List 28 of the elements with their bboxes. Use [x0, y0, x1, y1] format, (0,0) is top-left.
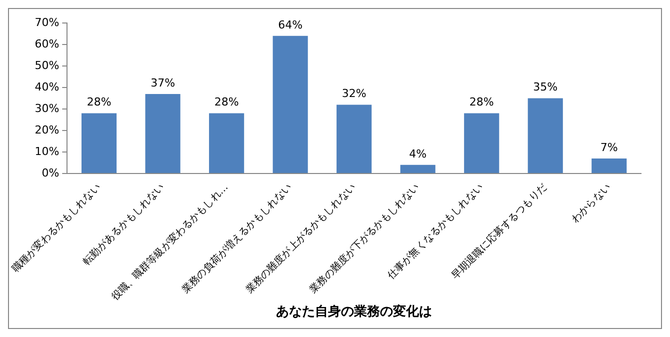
bar	[592, 158, 627, 173]
y-tick-label: 10%	[34, 144, 60, 158]
data-label: 28%	[86, 96, 112, 109]
y-tick-label: 60%	[34, 37, 60, 50]
y-tick-label: 0%	[42, 166, 60, 180]
data-label: 28%	[214, 96, 239, 109]
bar	[400, 164, 436, 173]
bar	[528, 98, 563, 173]
bar	[145, 94, 180, 173]
y-tick-label: 20%	[34, 123, 60, 136]
data-label: 35%	[533, 80, 558, 94]
bar	[209, 113, 244, 173]
data-label: 7%	[600, 140, 618, 154]
x-axis-title: あなた自身の業務の変化は	[276, 304, 432, 320]
data-label: 4%	[409, 147, 427, 160]
data-label: 32%	[342, 87, 366, 100]
bar	[336, 104, 372, 173]
data-label: 37%	[150, 76, 176, 90]
data-label: 28%	[469, 96, 494, 109]
x-tick-label: わからない	[570, 182, 614, 226]
bar	[464, 113, 500, 173]
bar	[82, 113, 117, 173]
y-tick-label: 40%	[34, 80, 60, 94]
data-label: 64%	[278, 18, 303, 32]
y-tick-label: 70%	[34, 16, 60, 29]
y-tick-label: 30%	[34, 102, 60, 115]
y-tick-label: 50%	[34, 58, 60, 72]
bar	[272, 36, 308, 173]
